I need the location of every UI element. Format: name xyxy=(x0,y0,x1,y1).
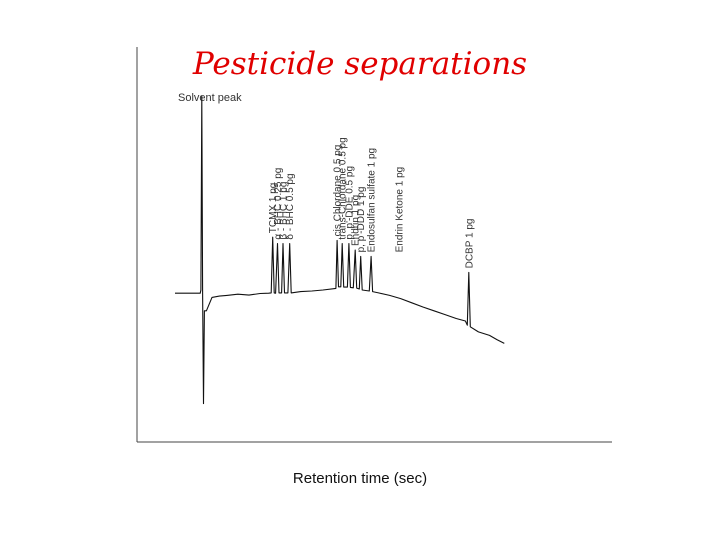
peak-label: δ - BHC 0.5 pg xyxy=(285,173,296,239)
x-axis-label: Retention time (sec) xyxy=(292,470,428,487)
peak-label: Endosulfan sulfate 1 pg xyxy=(367,148,378,253)
chart-title: Pesticide separations xyxy=(192,46,528,82)
peak-label: β - BHC 1 pg xyxy=(279,182,290,240)
solvent-peak-label: Solvent peak xyxy=(178,92,242,104)
peak-labels: TCMX 1 pgα - BHC 0.25 pgβ - BHC 1 pgδ - … xyxy=(268,137,475,268)
peak-label: p, p'-DDD 1 pg xyxy=(356,187,367,253)
peak-label: α - BHC 0.25 pg xyxy=(273,168,284,240)
peak-label: Endrin 1 pg xyxy=(351,195,362,246)
peak-label: cis Chlordane 0.5 pg xyxy=(333,145,344,237)
peak-label: Endrin Ketone 1 pg xyxy=(394,167,405,253)
chromatogram-trace xyxy=(175,95,505,405)
peak-label: p, p'-DDE 0.5 pg xyxy=(344,166,355,240)
peak-label: trans-Chlordane 0.5 pg xyxy=(338,137,349,239)
peak-label: DCBP 1 pg xyxy=(464,219,475,269)
peak-label: TCMX 1 pg xyxy=(268,183,279,234)
